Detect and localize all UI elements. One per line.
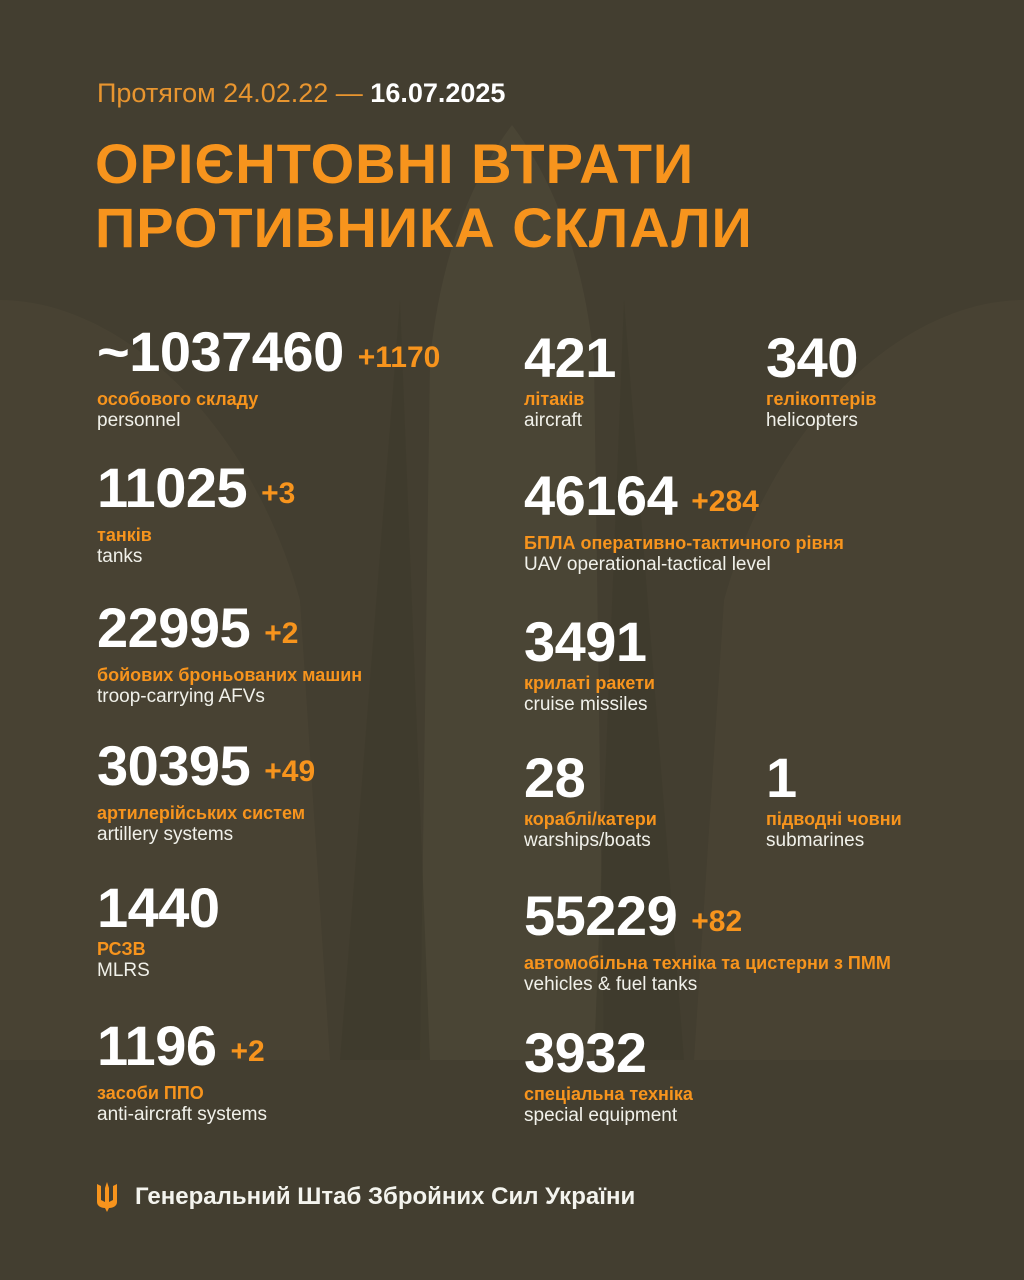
stat-label-en: warships/boats: [524, 830, 651, 851]
stat-label-en: helicopters: [766, 410, 858, 431]
stat-value: 1196 +2: [97, 1016, 267, 1082]
stat-value: 28: [524, 748, 657, 808]
stat-label-ua: артилерійських систем: [97, 803, 306, 823]
stat-label-ua: танків: [97, 525, 152, 545]
stat-delta: +82: [691, 905, 743, 938]
period: Протягом 24.02.22 — 16.07.2025: [97, 78, 505, 109]
stat-label-en: tanks: [97, 546, 143, 567]
stat-label-ua: крилаті ракети: [524, 673, 656, 693]
stat-value: 421: [524, 328, 616, 388]
stat-label-en: MLRS: [97, 960, 150, 981]
stat-value: 1: [766, 748, 902, 808]
stat-number: 421: [524, 326, 616, 389]
footer-text: Генеральний Штаб Збройних Сил України: [135, 1183, 636, 1210]
stat-label-en: troop-carrying AFVs: [97, 686, 265, 707]
stat-label-en: cruise missiles: [524, 694, 648, 715]
stat-delta: +1170: [357, 341, 441, 374]
period-prefix: Протягом 24.02.22 —: [97, 78, 363, 108]
page-title: ОРІЄНТОВНІ ВТРАТИ ПРОТИВНИКА СКЛАЛИ: [95, 132, 753, 260]
footer: Генеральний Штаб Збройних Сил України: [95, 1182, 635, 1212]
stat-label-ua: особового складу: [97, 389, 259, 409]
stat-number: 28: [524, 746, 586, 809]
stat-value: 1440: [97, 878, 220, 938]
stat-label-en: special equipment: [524, 1105, 678, 1126]
stat-artillery-systems: 30395 +49 артилерійських систем artillery…: [97, 736, 315, 846]
stat-label-en: personnel: [97, 410, 181, 431]
stat-number: ~1037460: [97, 320, 344, 383]
stat-value: 3491: [524, 612, 655, 672]
stat-label-ua: підводні човни: [766, 809, 902, 829]
stat-number: 340: [766, 326, 858, 389]
stat-submarines: 1 підводні човни submarines: [766, 748, 902, 852]
stat-label-en: aircraft: [524, 410, 583, 431]
stat-cruise-missiles: 3491 крилаті ракети cruise missiles: [524, 612, 655, 716]
stat-label-ua: бойових броньованих машин: [97, 665, 363, 685]
stat-warships-boats: 28 кораблі/катери warships/boats: [524, 748, 657, 852]
title-line-2: ПРОТИВНИКА СКЛАЛИ: [95, 196, 753, 259]
stat-number: 3491: [524, 610, 647, 673]
stat-value: ~1037460 +1170: [97, 322, 440, 388]
stat-label-ua: кораблі/катери: [524, 809, 657, 829]
stat-label-en: artillery systems: [97, 824, 234, 845]
stat-number: 11025: [97, 456, 248, 519]
stat-uav-operational-tactical-level: 46164 +284 БПЛА оперативно-тактичного рів…: [524, 466, 844, 576]
stat-label-ua: РСЗВ: [97, 939, 146, 959]
stat-personnel: ~1037460 +1170 особового складу personnel: [97, 322, 440, 432]
stat-tanks: 11025 +3 танків tanks: [97, 458, 295, 568]
stat-label-ua: спеціальна техніка: [524, 1084, 693, 1104]
stat-vehicles-fuel-tanks: 55229 +82 автомобільна техніка та цистерн…: [524, 886, 891, 996]
stat-number: 1: [766, 746, 797, 809]
stat-label-en: UAV operational-tactical level: [524, 554, 771, 575]
stat-number: 30395: [97, 734, 251, 797]
stat-number: 46164: [524, 464, 678, 527]
stat-number: 55229: [524, 884, 678, 947]
period-date: 16.07.2025: [370, 78, 506, 108]
stat-aircraft: 421 літаків aircraft: [524, 328, 616, 432]
stat-value: 55229 +82: [524, 886, 891, 952]
stat-label-ua: БПЛА оперативно-тактичного рівня: [524, 533, 844, 553]
stat-value: 30395 +49: [97, 736, 315, 802]
stat-value: 46164 +284: [524, 466, 844, 532]
stat-value: 340: [766, 328, 876, 388]
stat-number: 1440: [97, 876, 220, 939]
stat-number: 1196: [97, 1014, 217, 1077]
stat-troop-carrying-afvs: 22995 +2 бойових броньованих машин troop-…: [97, 598, 362, 708]
stat-value: 11025 +3: [97, 458, 295, 524]
stat-delta: +2: [230, 1035, 265, 1068]
stat-label-en: submarines: [766, 830, 865, 851]
stat-value: 22995 +2: [97, 598, 362, 664]
stat-delta: +2: [264, 617, 299, 650]
stat-mlrs: 1440 РСЗВ MLRS: [97, 878, 220, 982]
stat-value: 3932: [524, 1023, 693, 1083]
stat-number: 22995: [97, 596, 251, 659]
stat-label-ua: засоби ППО: [97, 1083, 204, 1103]
stat-delta: +3: [261, 477, 296, 510]
stat-label-ua: гелікоптерів: [766, 389, 877, 409]
stat-delta: +284: [691, 485, 759, 518]
stat-label-ua: автомобільна техніка та цистерни з ПММ: [524, 953, 891, 973]
stat-anti-aircraft-systems: 1196 +2 засоби ППО anti-aircraft systems: [97, 1016, 267, 1126]
stat-label-ua: літаків: [524, 389, 585, 409]
stat-special-equipment: 3932 спеціальна техніка special equipmen…: [524, 1023, 693, 1127]
stat-number: 3932: [524, 1021, 647, 1084]
stat-helicopters: 340 гелікоптерів helicopters: [766, 328, 876, 432]
trident-icon: [97, 1182, 117, 1212]
stat-label-en: anti-aircraft systems: [97, 1104, 267, 1125]
stat-label-en: vehicles & fuel tanks: [524, 974, 698, 995]
title-line-1: ОРІЄНТОВНІ ВТРАТИ: [95, 132, 695, 195]
stat-delta: +49: [264, 755, 316, 788]
